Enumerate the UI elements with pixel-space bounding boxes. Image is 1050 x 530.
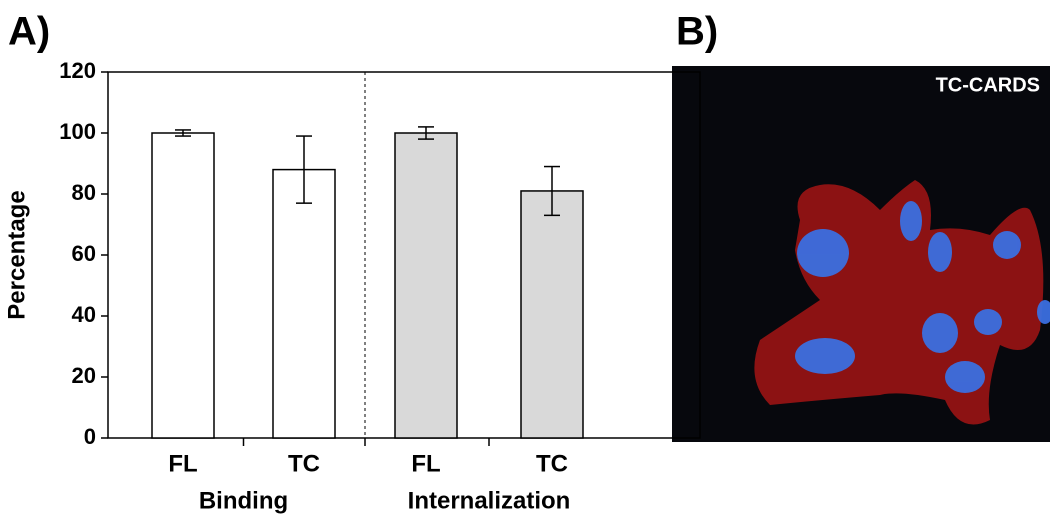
- image-label: TC-CARDS: [936, 74, 1040, 96]
- panel-label: B): [676, 10, 718, 54]
- y-tick-label: 20: [72, 363, 96, 388]
- y-axis-label: Percentage: [3, 190, 30, 319]
- error-bar: [418, 126, 434, 140]
- y-tick-label: 80: [72, 180, 96, 205]
- bar: [520, 190, 584, 439]
- error-bar: [544, 165, 560, 217]
- x-tick-label: FL: [168, 450, 197, 477]
- y-tick-label: 0: [84, 424, 96, 449]
- micrograph: TC-CARDS: [672, 66, 1050, 442]
- y-tick-label: 40: [72, 302, 96, 327]
- y-tick-label: 100: [59, 119, 96, 144]
- y-tick-label: 120: [59, 58, 96, 83]
- x-tick-label: TC: [536, 450, 568, 477]
- bar: [151, 132, 215, 439]
- bar: [272, 168, 336, 439]
- panel-label: A): [8, 10, 50, 54]
- error-bar: [175, 129, 191, 137]
- error-bar: [296, 135, 312, 204]
- y-tick-label: 60: [72, 241, 96, 266]
- bar: [394, 132, 458, 439]
- group-label: Binding: [199, 487, 288, 514]
- group-label: Internalization: [408, 487, 571, 514]
- x-tick-label: FL: [411, 450, 440, 477]
- x-tick-label: TC: [288, 450, 320, 477]
